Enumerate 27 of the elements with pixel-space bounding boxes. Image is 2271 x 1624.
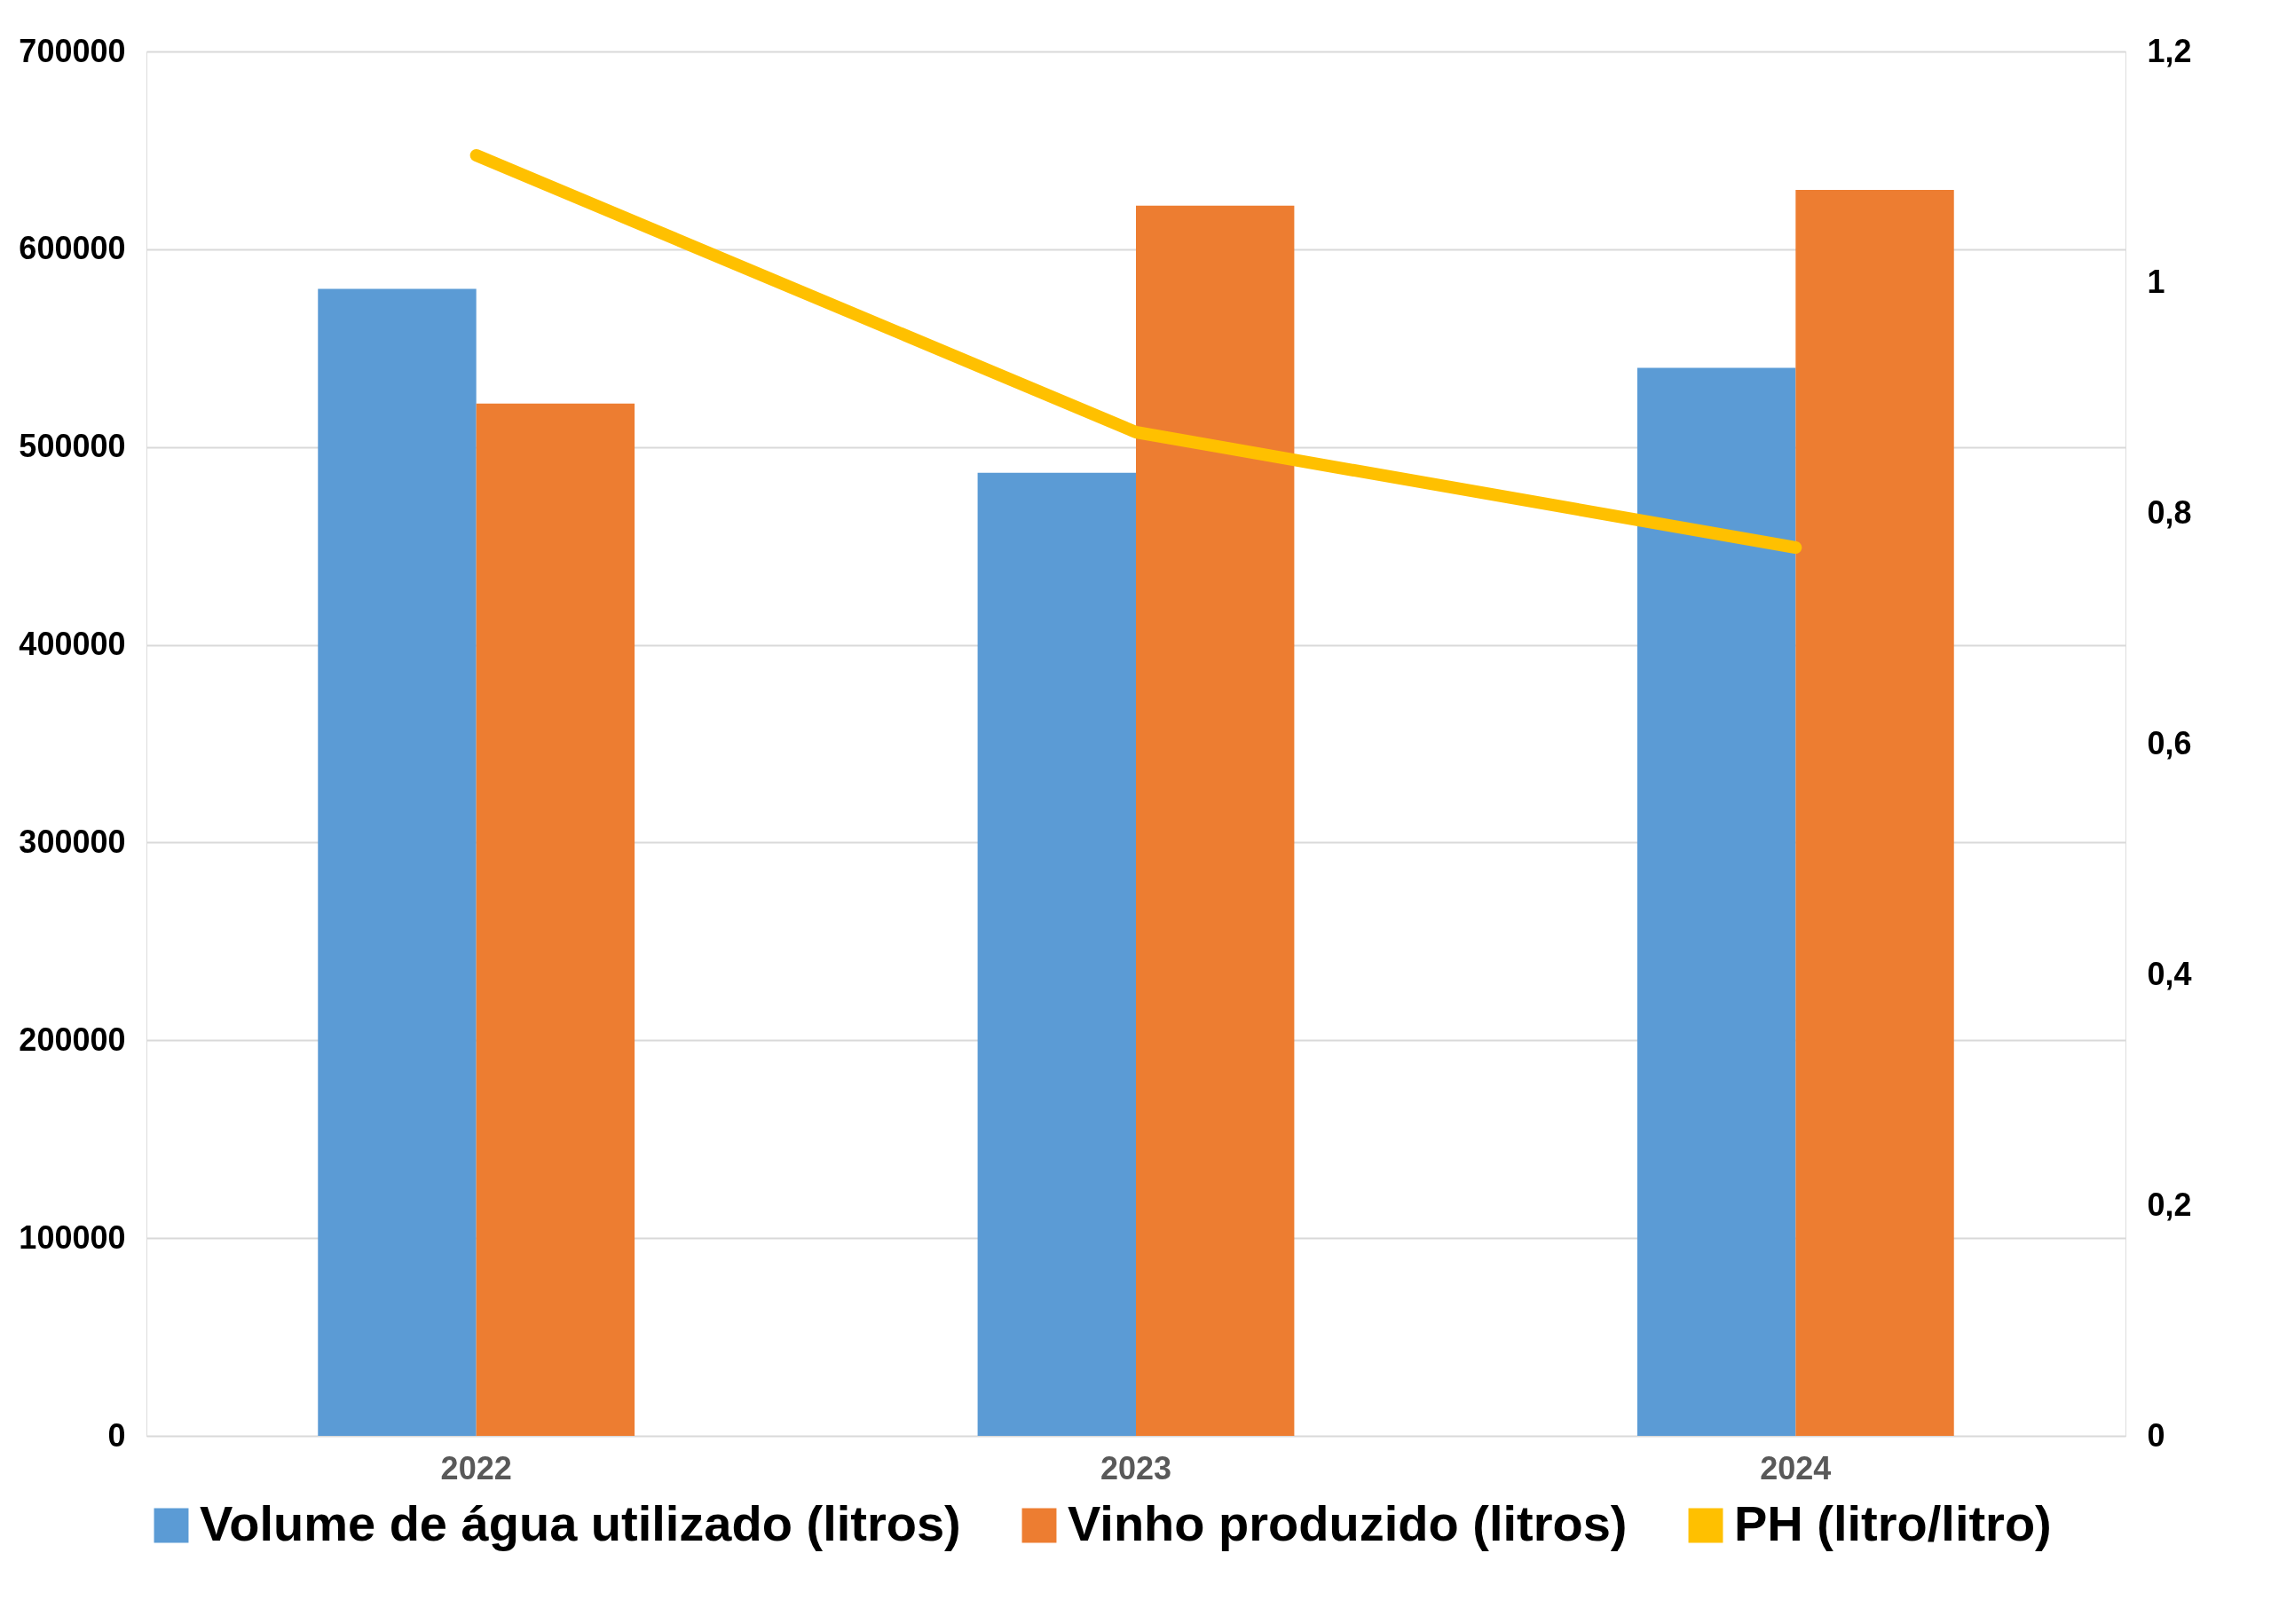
y2-tick-label: 0,6 xyxy=(2147,724,2192,761)
bar xyxy=(1136,205,1295,1436)
bar xyxy=(1795,190,1954,1436)
bar xyxy=(977,472,1136,1436)
y2-tick-label: 1,2 xyxy=(2147,32,2192,69)
legend-label: Volume de água utilizado (litros) xyxy=(200,1495,961,1551)
x-tick-label: 2022 xyxy=(440,1449,512,1486)
bar xyxy=(1636,367,1796,1436)
y2-tick-label: 0,2 xyxy=(2147,1186,2192,1223)
y2-tick-label: 0,8 xyxy=(2147,493,2192,531)
y-tick-label: 0 xyxy=(107,1416,126,1454)
y-tick-label: 400000 xyxy=(19,626,126,663)
y-tick-label: 600000 xyxy=(19,230,126,267)
x-tick-label: 2023 xyxy=(1100,1449,1172,1486)
y-tick-label: 700000 xyxy=(19,32,126,69)
y2-tick-label: 0,4 xyxy=(2147,955,2192,992)
bar xyxy=(476,403,635,1436)
y-tick-label: 100000 xyxy=(19,1218,126,1256)
x-tick-label: 2024 xyxy=(1760,1449,1832,1486)
legend-label: Vinho produzido (litros) xyxy=(1068,1495,1628,1551)
y2-tick-label: 0 xyxy=(2147,1416,2165,1454)
y-tick-label: 200000 xyxy=(19,1021,126,1058)
legend-label: PH (litro/litro) xyxy=(1734,1495,2052,1551)
y-tick-label: 300000 xyxy=(19,823,126,860)
bar xyxy=(318,288,477,1436)
y2-tick-label: 1 xyxy=(2147,263,2165,300)
y-tick-label: 500000 xyxy=(19,428,126,465)
